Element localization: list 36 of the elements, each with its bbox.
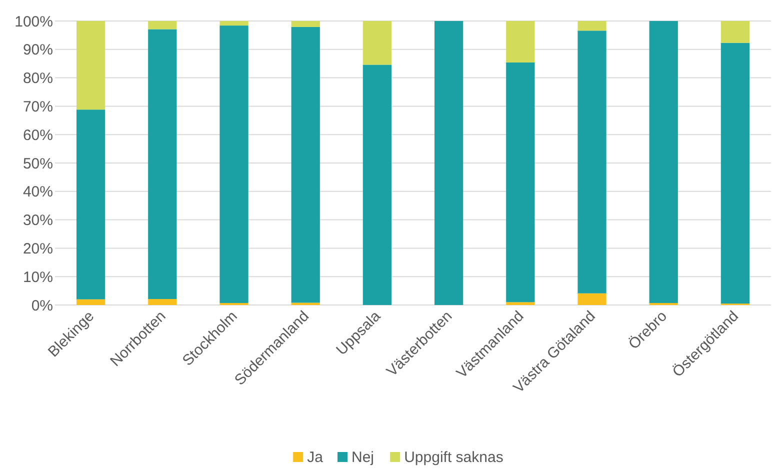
y-tick-label: 90%: [22, 42, 53, 59]
y-tick-label: 20%: [22, 240, 53, 258]
bar: [362, 64, 392, 305]
y-tick-label: 30%: [22, 212, 53, 230]
bar: [720, 42, 750, 304]
y-tick-label: 40%: [22, 184, 53, 201]
y-tick-label: 100%: [14, 13, 53, 30]
legend-label: Ja: [307, 449, 324, 466]
y-tick-label: 80%: [22, 70, 53, 88]
bar: [148, 21, 177, 30]
bar: [291, 21, 320, 27]
bar: [506, 21, 535, 62]
bar: [291, 26, 320, 303]
legend-label: Nej: [352, 449, 374, 466]
y-tick-label: 60%: [22, 126, 53, 144]
y-tick-label: 10%: [22, 268, 53, 286]
legend-label: Uppgift saknas: [404, 449, 504, 466]
bar: [578, 30, 606, 294]
bar: [578, 21, 606, 31]
bar: [649, 21, 678, 304]
bar: [362, 21, 392, 65]
y-tick-label: 0%: [31, 297, 53, 314]
bar: [220, 26, 248, 304]
bar: [506, 302, 535, 305]
bar: [434, 21, 464, 305]
bar: [220, 21, 248, 26]
y-tick-label: 70%: [22, 98, 53, 116]
bar: [76, 110, 106, 300]
bar: [720, 21, 750, 43]
bar: [76, 21, 106, 110]
bar: [76, 299, 106, 305]
bar: [506, 62, 535, 302]
bar: [148, 29, 177, 300]
bar: [578, 293, 606, 305]
y-tick-label: 50%: [22, 155, 53, 172]
bar: [148, 299, 177, 305]
